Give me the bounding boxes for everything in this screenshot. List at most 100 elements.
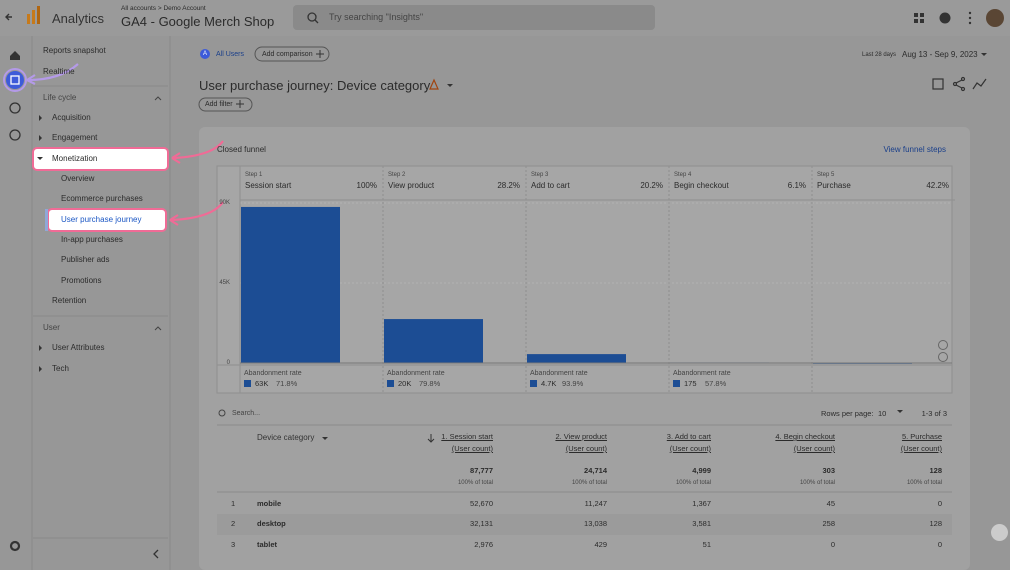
legend-swatch (530, 380, 537, 387)
dropdown-icon (981, 53, 987, 56)
settings-icon[interactable] (11, 542, 19, 550)
date-range[interactable]: Aug 13 - Sep 9, 2023 (902, 51, 978, 59)
expand-icon (39, 135, 42, 141)
nav-item[interactable]: Promotions (61, 277, 101, 285)
column-header[interactable]: 1. Session start (441, 433, 493, 441)
legend-swatch (387, 380, 394, 387)
row-value: 0 (938, 541, 942, 549)
plus-icon (236, 100, 244, 108)
step-number: Step 4 (674, 172, 691, 178)
property-name[interactable]: GA4 - Google Merch Shop (121, 15, 274, 28)
total-value: 4,999 (692, 467, 711, 475)
abandonment-count: 175 (684, 380, 697, 388)
home-icon[interactable] (10, 51, 20, 60)
nav-item[interactable]: User purchase journey (61, 216, 141, 224)
row-value: 1,367 (692, 500, 711, 508)
column-header[interactable]: 4. Begin checkout (775, 433, 835, 441)
column-unit: (User count) (901, 445, 942, 453)
nav-item[interactable]: User Attributes (52, 344, 104, 352)
nav-item[interactable]: Acquisition (52, 114, 91, 122)
row-value: 32,131 (470, 520, 493, 528)
explore-icon[interactable] (10, 103, 20, 113)
row-value: 258 (822, 520, 835, 528)
abandonment-label: Abandonment rate (244, 370, 302, 377)
row-value: 0 (831, 541, 835, 549)
nav-item[interactable]: Engagement (52, 134, 97, 142)
nav-item[interactable]: Realtime (43, 68, 75, 76)
funnel-bar (241, 207, 340, 363)
insights-icon[interactable] (973, 79, 986, 89)
logo-bar (32, 10, 35, 24)
nav-item[interactable]: Ecommerce purchases (61, 195, 143, 203)
column-header[interactable]: 5. Purchase (902, 433, 942, 441)
nav-item[interactable]: In-app purchases (61, 236, 123, 244)
column-unit: (User count) (670, 445, 711, 453)
abandonment-label: Abandonment rate (530, 370, 588, 377)
y-tick-label: 0 (227, 360, 230, 366)
nav-item[interactable]: Life cycle (43, 94, 76, 102)
step-number: Step 3 (531, 172, 548, 178)
rows-per-page[interactable]: 10 (878, 410, 886, 418)
nav-item[interactable]: User (43, 324, 60, 332)
avatar[interactable] (986, 9, 1004, 27)
column-header[interactable]: 3. Add to cart (667, 433, 711, 441)
nav-item[interactable]: Overview (61, 175, 94, 183)
abandonment-rate: 79.8% (419, 380, 440, 388)
legend-swatch (244, 380, 251, 387)
total-value: 303 (822, 467, 835, 475)
y-tick-label: 90K (219, 200, 230, 206)
reports-icon[interactable] (6, 71, 24, 89)
segment-name[interactable]: All Users (216, 51, 244, 58)
nav-item[interactable]: Reports snapshot (43, 47, 106, 55)
abandonment-count: 63K (255, 380, 268, 388)
date-preset: Last 28 days (862, 52, 896, 58)
row-value: 0 (938, 500, 942, 508)
table-search: Search... (232, 410, 260, 417)
row-value: 13,038 (584, 520, 607, 528)
breadcrumb: All accounts > Demo Account (121, 6, 206, 13)
expand-icon (39, 366, 42, 372)
share-icon[interactable] (954, 78, 965, 91)
collapse-icon[interactable] (154, 550, 158, 558)
step-name: Add to cart (531, 182, 570, 190)
step-rate: 20.2% (640, 182, 663, 190)
feedback-button[interactable] (991, 524, 1008, 541)
row-value: 3,581 (692, 520, 711, 528)
nav-item[interactable]: Retention (52, 297, 86, 305)
step-rate: 6.1% (788, 182, 806, 190)
customize-icon[interactable] (933, 79, 943, 89)
nav-item[interactable]: Tech (52, 365, 69, 373)
abandonment-rate: 57.8% (705, 380, 726, 388)
add-comparison[interactable]: Add comparison (262, 51, 313, 58)
row-value: 51 (703, 541, 711, 549)
step-number: Step 5 (817, 172, 834, 178)
segment-badge-letter: A (203, 51, 207, 57)
total-value: 24,714 (584, 467, 607, 475)
abandonment-count: 20K (398, 380, 411, 388)
column-header[interactable]: 2. View product (555, 433, 607, 441)
active-indicator (45, 209, 48, 231)
nav-item[interactable]: Monetization (52, 155, 97, 163)
row-value: 11,247 (585, 500, 607, 508)
rows-per-page-label: Rows per page: (821, 410, 874, 418)
row-index: 3 (231, 541, 235, 549)
view-funnel-steps[interactable]: View funnel steps (883, 146, 946, 154)
plus-icon (316, 50, 324, 58)
row-index: 2 (231, 520, 235, 528)
report-title: User purchase journey: Device category (199, 79, 430, 92)
abandonment-count: 4.7K (541, 380, 556, 388)
collapse-icon (155, 97, 161, 100)
funnel-bar (384, 319, 483, 363)
add-filter[interactable]: Add filter (205, 101, 233, 108)
advertising-icon[interactable] (10, 130, 20, 140)
more-icon[interactable] (969, 12, 971, 24)
dropdown-icon[interactable] (447, 84, 453, 87)
step-name: Session start (245, 182, 291, 190)
funnel-bar (527, 354, 626, 363)
column-unit: (User count) (566, 445, 607, 453)
row-index: 1 (231, 500, 235, 508)
nav-item[interactable]: Publisher ads (61, 256, 109, 264)
column-header[interactable]: Device category (257, 434, 314, 442)
logo-bar (27, 14, 30, 24)
help-icon[interactable] (940, 13, 951, 24)
